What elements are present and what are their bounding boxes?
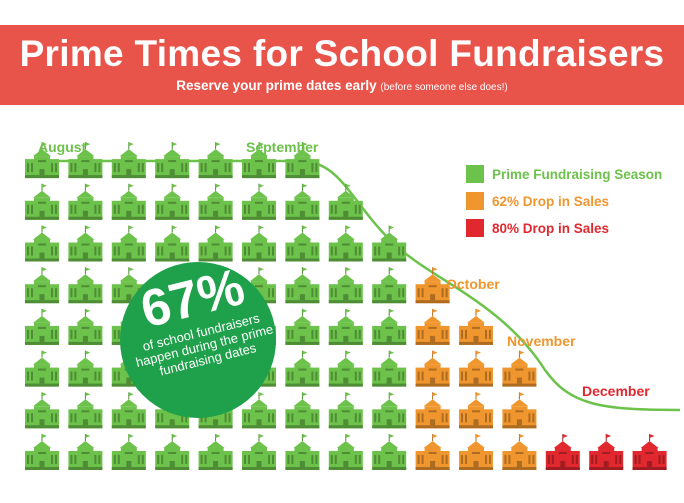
- school-icon: [589, 434, 624, 470]
- legend-label: 62% Drop in Sales: [492, 194, 609, 209]
- month-label-december: December: [582, 383, 650, 399]
- school-icon: [68, 267, 103, 304]
- legend-swatch: [466, 165, 484, 183]
- school-icon: [459, 434, 493, 470]
- school-icon: [285, 392, 320, 429]
- school-icon: [25, 142, 59, 179]
- school-icon: [415, 392, 450, 429]
- school-icon: [198, 225, 233, 262]
- school-icon: [285, 267, 320, 304]
- school-icon: [25, 392, 59, 429]
- school-icon: [198, 183, 233, 220]
- school-icon: [25, 434, 59, 470]
- school-icon: [328, 225, 363, 262]
- school-icon: [372, 225, 407, 262]
- school-icon: [502, 350, 537, 387]
- school-icon: [25, 267, 59, 304]
- month-label-september: September: [246, 139, 319, 155]
- school-icon: [372, 267, 407, 304]
- month-label-october: October: [446, 276, 500, 292]
- school-icon: [68, 434, 103, 470]
- legend-label: 80% Drop in Sales: [492, 221, 609, 236]
- school-icon: [415, 434, 450, 470]
- school-icon: [285, 142, 320, 179]
- school-icon: [459, 392, 493, 429]
- page-title: Prime Times for School Fundraisers: [19, 33, 665, 74]
- legend-swatch: [466, 219, 484, 237]
- school-icon: [68, 392, 103, 429]
- school-icon: [285, 183, 320, 220]
- school-icon: [328, 392, 363, 429]
- school-icon: [198, 434, 233, 470]
- percent-badge: [120, 262, 276, 418]
- school-icon: [415, 267, 450, 304]
- school-icon: [111, 142, 146, 179]
- subtitle-text: Reserve your prime dates early: [176, 78, 377, 93]
- school-icon: [242, 392, 276, 429]
- school-icon: [328, 183, 363, 220]
- legend-swatch: [466, 192, 484, 210]
- school-icon: [328, 350, 363, 387]
- school-icon: [328, 267, 363, 304]
- header-banner: [0, 25, 684, 105]
- school-icon: [68, 308, 103, 345]
- month-labels: August September October November December: [38, 139, 650, 399]
- school-icon: [545, 434, 580, 470]
- school-icon: [25, 308, 59, 345]
- legend: Prime Fundraising Season 62% Drop in Sale…: [466, 165, 662, 237]
- school-icon: [155, 142, 190, 179]
- school-icon: [242, 434, 276, 470]
- page-subtitle: Reserve your prime dates early (before s…: [0, 78, 684, 93]
- season-curve: [26, 159, 681, 412]
- school-icon: [242, 142, 276, 179]
- school-icon: [285, 434, 320, 470]
- school-icon: [328, 308, 363, 345]
- school-icon: [372, 434, 407, 470]
- school-icon: [285, 225, 320, 262]
- school-icon: [111, 183, 146, 220]
- school-icon: [198, 142, 233, 179]
- school-icon: [328, 434, 363, 470]
- school-icon: [111, 392, 146, 429]
- school-icon: [68, 350, 103, 387]
- month-label-august: August: [38, 139, 87, 155]
- school-icon: [285, 308, 320, 345]
- school-icon: [242, 225, 276, 262]
- school-icon: [111, 225, 146, 262]
- school-icon: [68, 183, 103, 220]
- month-label-november: November: [507, 333, 576, 349]
- school-icon: [415, 350, 450, 387]
- school-icon: [111, 434, 146, 470]
- school-icon: [415, 308, 450, 345]
- school-icon: [372, 392, 407, 429]
- school-icon: [68, 225, 103, 262]
- legend-label: Prime Fundraising Season: [492, 167, 662, 182]
- school-icon: [372, 308, 407, 345]
- school-icon: [459, 308, 493, 345]
- school-icon: [502, 434, 537, 470]
- school-icon: [25, 183, 59, 220]
- school-icon: [25, 350, 59, 387]
- school-icon: [372, 350, 407, 387]
- school-icon: [502, 392, 537, 429]
- school-icon: [459, 350, 493, 387]
- school-icon: [155, 225, 190, 262]
- school-icon: [242, 183, 276, 220]
- school-icon: [68, 142, 103, 179]
- school-icon: [25, 225, 59, 262]
- school-icon: [155, 183, 190, 220]
- school-icon: [285, 350, 320, 387]
- school-icon: [632, 434, 667, 470]
- subtitle-note: (before someone else does!): [380, 82, 508, 93]
- school-icon: [155, 434, 190, 470]
